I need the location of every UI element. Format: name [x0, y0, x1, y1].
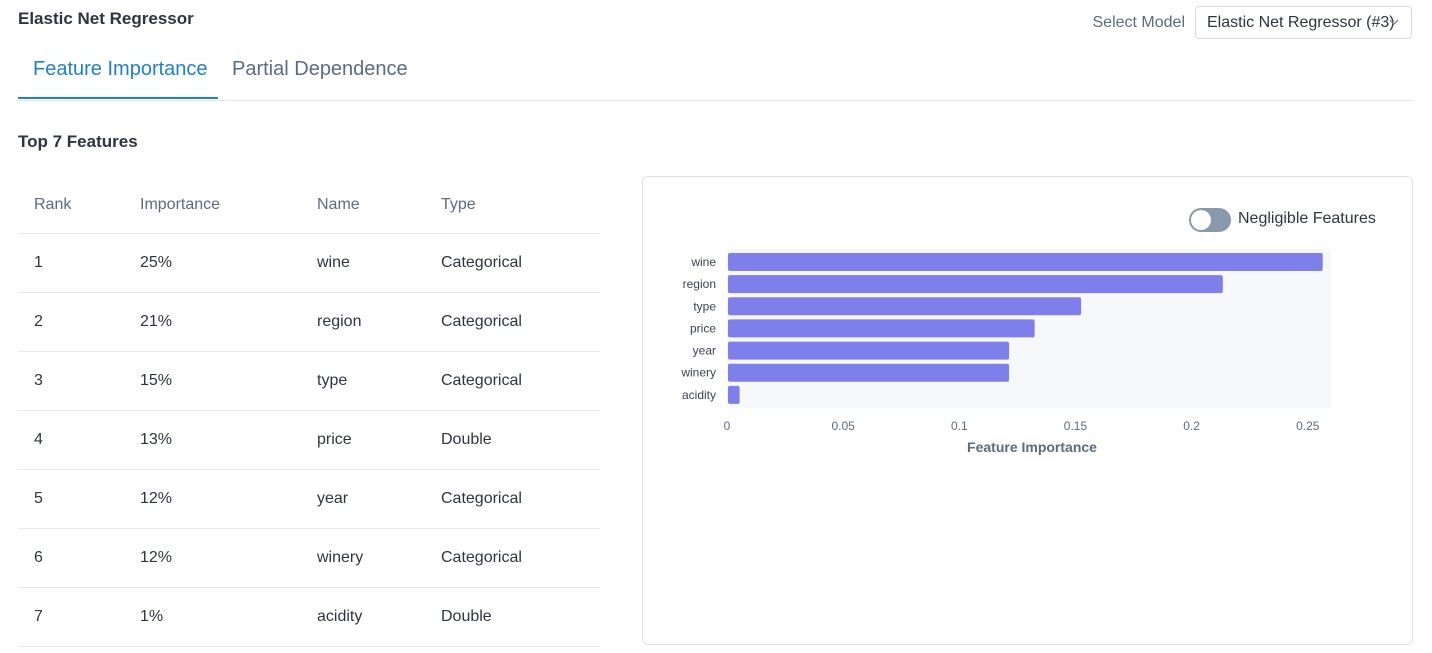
cell-importance: 15%	[140, 372, 173, 389]
y-tick-label: wine	[690, 255, 716, 269]
table-row: 6 12% winery Categorical	[18, 529, 600, 588]
tab-partial-dependence[interactable]: Partial Dependence	[232, 58, 408, 80]
tab-bar: Feature Importance Partial Dependence	[18, 50, 1413, 101]
y-tick-label: type	[693, 299, 716, 313]
cell-rank: 6	[34, 549, 43, 566]
column-header-importance[interactable]: Importance	[140, 195, 221, 213]
y-tick-label: price	[690, 321, 716, 335]
cell-name: year	[317, 490, 349, 507]
negligible-features-label: Negligible Features	[1238, 210, 1376, 227]
toggle-knob	[1191, 210, 1211, 230]
table-row: 3 15% type Categorical	[18, 352, 600, 411]
cell-name: winery	[317, 549, 364, 566]
cell-rank: 1	[34, 254, 43, 271]
x-tick-label: 0.05	[831, 419, 855, 433]
cell-type: Categorical	[441, 372, 522, 389]
cell-importance: 21%	[140, 313, 173, 330]
table-header: Rank Importance Name Type	[18, 176, 600, 234]
y-tick-label: winery	[680, 366, 716, 380]
cell-type: Categorical	[441, 490, 522, 507]
table-row: 1 25% wine Categorical	[18, 234, 600, 293]
page-title: Elastic Net Regressor	[18, 9, 194, 28]
column-header-type[interactable]: Type	[441, 195, 476, 213]
cell-name: wine	[317, 254, 350, 271]
select-model-label: Select Model	[1092, 14, 1186, 31]
cell-name: type	[317, 372, 348, 389]
cell-importance: 12%	[140, 549, 173, 566]
cell-rank: 5	[34, 490, 43, 507]
y-tick-label: year	[693, 344, 716, 358]
column-header-rank[interactable]: Rank	[34, 195, 72, 213]
bar-acidity	[728, 385, 740, 404]
x-tick-label: 0.15	[1064, 419, 1088, 433]
cell-importance: 1%	[140, 608, 164, 625]
cell-type: Categorical	[441, 549, 522, 566]
bar-region	[728, 275, 1223, 294]
active-tab-indicator	[18, 97, 218, 99]
cell-name: region	[317, 313, 362, 330]
model-select[interactable]: Elastic Net Regressor (#3)	[1195, 6, 1412, 39]
x-tick-label: 0	[724, 419, 731, 433]
column-header-name[interactable]: Name	[317, 195, 360, 213]
section-title: Top 7 Features	[18, 132, 138, 151]
x-tick-label: 0.1	[951, 419, 968, 433]
negligible-features-toggle[interactable]	[1189, 208, 1231, 232]
cell-rank: 3	[34, 372, 43, 389]
x-tick-label: 0.2	[1183, 419, 1200, 433]
cell-type: Categorical	[441, 254, 522, 271]
model-select-value: Elastic Net Regressor (#3)	[1207, 13, 1395, 31]
cell-importance: 13%	[140, 431, 173, 448]
cell-name: price	[317, 431, 352, 448]
bar-wine	[728, 253, 1323, 271]
table-row: 5 12% year Categorical	[18, 470, 600, 529]
cell-type: Categorical	[441, 313, 522, 330]
cell-rank: 7	[34, 608, 43, 625]
cell-type: Double	[441, 431, 492, 448]
table-row: 4 13% price Double	[18, 411, 600, 470]
cell-rank: 2	[34, 313, 43, 330]
feature-table: Rank Importance Name Type 1 25% wine Cat…	[18, 176, 600, 647]
table-row: 7 1% acidity Double	[18, 588, 600, 647]
bar-year	[728, 341, 1010, 360]
y-tick-label: acidity	[682, 388, 716, 402]
chevron-down-icon	[1389, 19, 1399, 25]
bar-type	[728, 297, 1082, 316]
tab-feature-importance[interactable]: Feature Importance	[33, 58, 208, 80]
cell-type: Double	[441, 608, 492, 625]
bar-winery	[728, 363, 1010, 382]
y-tick-label: region	[683, 277, 716, 291]
cell-importance: 25%	[140, 254, 173, 271]
cell-name: acidity	[317, 608, 363, 625]
bar-price	[728, 319, 1035, 338]
feature-importance-chart: wine region type price year winery acidity 0 0.0…	[680, 249, 1331, 455]
chart-card: Negligible Features wine region type price y…	[642, 176, 1413, 645]
cell-importance: 12%	[140, 490, 173, 507]
cell-rank: 4	[34, 431, 43, 448]
table-row: 2 21% region Categorical	[18, 293, 600, 352]
x-axis-label: Feature Importance	[967, 439, 1097, 455]
x-tick-label: 0.25	[1296, 419, 1320, 433]
